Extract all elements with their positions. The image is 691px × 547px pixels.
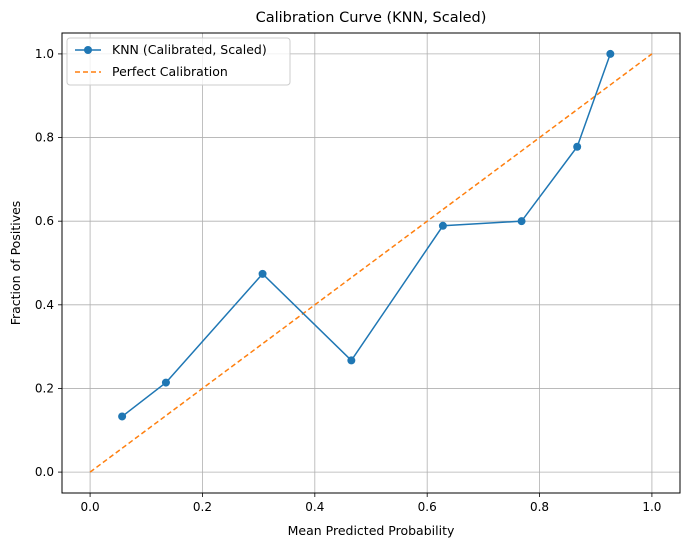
chart-title: Calibration Curve (KNN, Scaled) bbox=[256, 10, 487, 26]
y-tick-label: 0.6 bbox=[35, 214, 54, 228]
knn-series-line bbox=[121, 53, 612, 418]
knn-data-point bbox=[517, 217, 526, 226]
y-tick-label: 0.2 bbox=[35, 381, 54, 395]
x-tick-label: 1.0 bbox=[642, 500, 661, 514]
knn-data-point bbox=[347, 356, 356, 365]
y-axis-label: Fraction of Positives bbox=[8, 201, 23, 326]
x-tick-label: 0.8 bbox=[530, 500, 549, 514]
legend-box bbox=[66, 37, 291, 86]
y-tick-label: 1.0 bbox=[35, 47, 54, 61]
ticks: 0.0 0.2 0.4 0.6 0.8 1.0 0.0 0.2 0.4 0.6 0.8 1.0 bbox=[35, 47, 662, 514]
perfect-calibration-line bbox=[89, 53, 653, 473]
knn-data-point bbox=[438, 221, 447, 230]
grid bbox=[62, 33, 680, 493]
legend-marker-knn bbox=[84, 46, 92, 54]
knn-data-point bbox=[606, 49, 615, 58]
x-tick-label: 0.2 bbox=[193, 500, 212, 514]
legend-label-knn: KNN (Calibrated, Scaled) bbox=[112, 42, 267, 57]
legend: KNN (Calibrated, Scaled) Perfect Calibra… bbox=[66, 37, 291, 86]
y-tick-label: 0.8 bbox=[35, 131, 54, 145]
legend-label-perfect: Perfect Calibration bbox=[112, 64, 228, 79]
series-layer bbox=[89, 49, 653, 473]
knn-data-point bbox=[161, 378, 170, 387]
x-tick-label: 0.6 bbox=[418, 500, 437, 514]
x-tick-label: 0.0 bbox=[81, 500, 100, 514]
y-tick-label: 0.0 bbox=[35, 465, 54, 479]
x-axis-label: Mean Predicted Probability bbox=[288, 523, 455, 538]
plot-frame bbox=[61, 32, 681, 494]
knn-data-point bbox=[258, 269, 267, 278]
knn-data-point bbox=[573, 142, 582, 151]
y-tick-label: 0.4 bbox=[35, 298, 54, 312]
x-tick-label: 0.4 bbox=[305, 500, 324, 514]
knn-data-point bbox=[118, 412, 127, 421]
